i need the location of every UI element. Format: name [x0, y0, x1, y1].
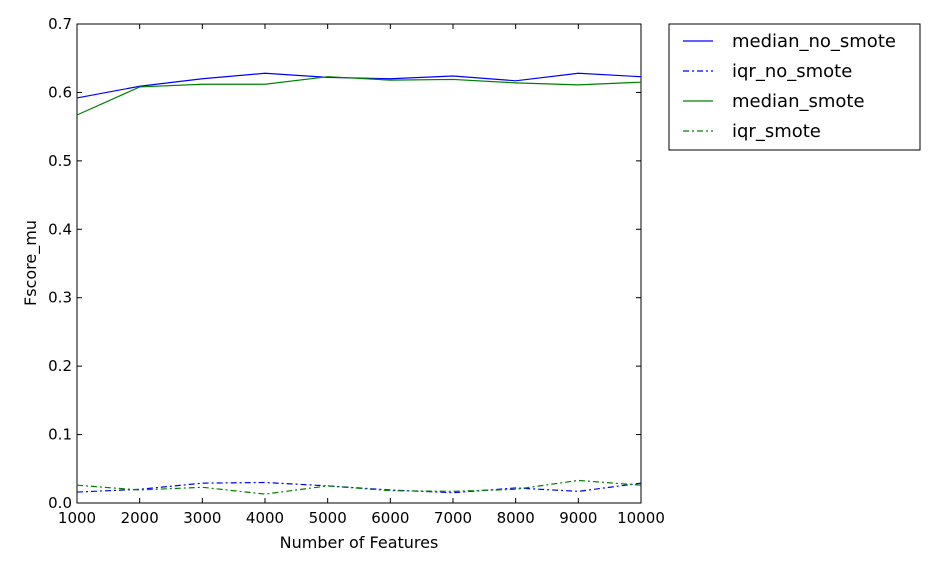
x-tick-label: 4000 — [246, 509, 284, 527]
series-line-iqr-smote — [76, 479, 642, 495]
series-layer — [76, 72, 642, 495]
y-tick-label: 0.6 — [48, 83, 72, 101]
y-tick-label: 0.7 — [48, 15, 72, 33]
x-tick-label: 5000 — [309, 509, 347, 527]
plot-area — [76, 23, 642, 504]
x-tick-label: 6000 — [371, 509, 409, 527]
legend-frame — [668, 23, 921, 151]
plot-frame — [76, 23, 642, 504]
x-tick-label: 10000 — [617, 509, 665, 527]
y-tick-label: 0.2 — [48, 357, 72, 375]
y-tick-label: 0.0 — [48, 494, 72, 512]
legend-entry: median_smote — [732, 91, 865, 112]
y-tick-label: 0.1 — [48, 426, 72, 444]
x-tick-label: 9000 — [559, 509, 597, 527]
y-tick-label: 0.5 — [48, 152, 72, 170]
x-axis: 1000 2000 3000 4000 5000 6000 7000 8000 9000 1000… — [58, 24, 665, 527]
y-tick-label: 0.3 — [48, 289, 72, 307]
legend: median_no_smote iqr_no_smote median_smotei… — [668, 23, 921, 151]
x-tick-label: 2000 — [121, 509, 159, 527]
y-tick-label: 0.4 — [48, 220, 72, 238]
y-axis-label: Fscore_mu — [21, 220, 41, 306]
legend-entry: median_no_smote — [732, 31, 896, 52]
x-tick-label: 3000 — [183, 509, 221, 527]
x-tick-label: 7000 — [434, 509, 472, 527]
series-line-median-smote — [76, 76, 642, 116]
x-tick-label: 1000 — [58, 509, 96, 527]
legend-entry: iqr_smote — [732, 121, 821, 142]
x-tick-label: 8000 — [497, 509, 535, 527]
x-axis-label: Number of Features — [280, 533, 439, 552]
legend-entry: iqr_no_smote — [732, 61, 852, 82]
y-axis: 0.0 0.1 0.2 0.3 0.4 0.5 0.6 0.7 — [48, 15, 641, 512]
